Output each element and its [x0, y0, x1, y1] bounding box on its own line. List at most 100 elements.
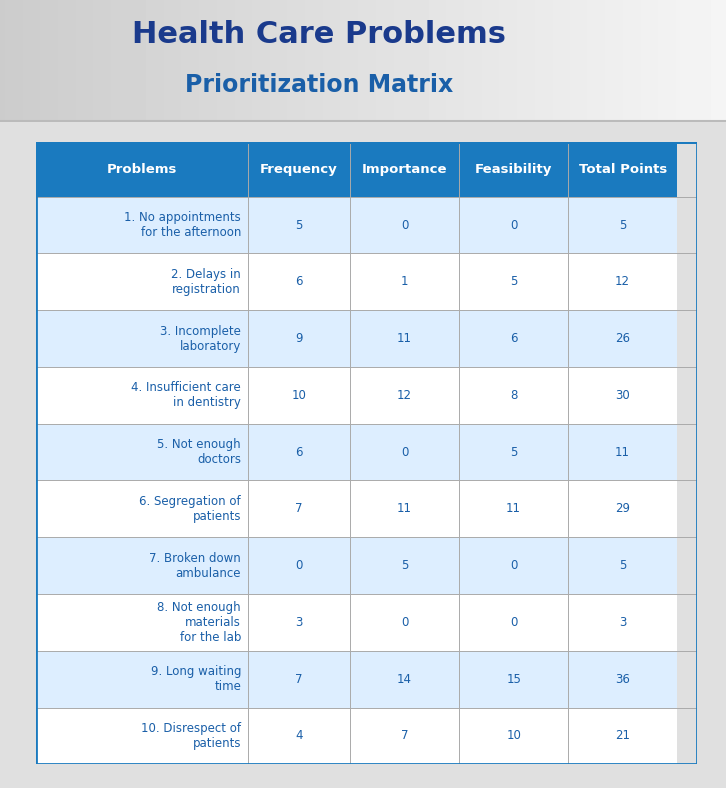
- Text: 0: 0: [510, 616, 518, 629]
- Text: 3: 3: [295, 616, 303, 629]
- FancyBboxPatch shape: [248, 310, 350, 367]
- Text: 6: 6: [295, 275, 303, 288]
- Text: 4. Insufficient care
in dentistry: 4. Insufficient care in dentistry: [131, 381, 241, 409]
- Text: 30: 30: [615, 388, 630, 402]
- Text: Health Care Problems: Health Care Problems: [132, 20, 507, 49]
- Text: 4: 4: [295, 730, 303, 742]
- FancyBboxPatch shape: [350, 367, 459, 424]
- FancyBboxPatch shape: [36, 142, 248, 197]
- Text: 2. Delays in
registration: 2. Delays in registration: [171, 268, 241, 296]
- FancyBboxPatch shape: [36, 594, 248, 651]
- Text: 21: 21: [615, 730, 630, 742]
- FancyBboxPatch shape: [568, 254, 677, 310]
- FancyBboxPatch shape: [36, 708, 248, 764]
- FancyBboxPatch shape: [36, 537, 248, 594]
- Text: 15: 15: [506, 673, 521, 686]
- Text: 11: 11: [397, 332, 412, 345]
- FancyBboxPatch shape: [568, 367, 677, 424]
- Text: 5: 5: [401, 559, 408, 572]
- FancyBboxPatch shape: [350, 651, 459, 708]
- Text: 11: 11: [397, 503, 412, 515]
- FancyBboxPatch shape: [36, 651, 248, 708]
- FancyBboxPatch shape: [459, 481, 568, 537]
- FancyBboxPatch shape: [459, 424, 568, 481]
- Text: 6. Segregation of
patients: 6. Segregation of patients: [139, 495, 241, 523]
- Text: 9. Long waiting
time: 9. Long waiting time: [150, 665, 241, 693]
- Text: 7: 7: [401, 730, 408, 742]
- FancyBboxPatch shape: [350, 197, 459, 254]
- FancyBboxPatch shape: [36, 367, 248, 424]
- FancyBboxPatch shape: [248, 197, 350, 254]
- Text: 9: 9: [295, 332, 303, 345]
- FancyBboxPatch shape: [248, 142, 350, 197]
- Text: 3. Incomplete
laboratory: 3. Incomplete laboratory: [160, 325, 241, 352]
- Text: 12: 12: [615, 275, 630, 288]
- FancyBboxPatch shape: [459, 142, 568, 197]
- FancyBboxPatch shape: [36, 481, 248, 537]
- FancyBboxPatch shape: [36, 424, 248, 481]
- FancyBboxPatch shape: [248, 424, 350, 481]
- Text: 6: 6: [295, 445, 303, 459]
- Text: Prioritization Matrix: Prioritization Matrix: [185, 73, 454, 98]
- FancyBboxPatch shape: [459, 197, 568, 254]
- FancyBboxPatch shape: [568, 481, 677, 537]
- Text: 29: 29: [615, 503, 630, 515]
- FancyBboxPatch shape: [459, 254, 568, 310]
- Text: 7. Broken down
ambulance: 7. Broken down ambulance: [150, 552, 241, 580]
- Text: 8. Not enough
materials
for the lab: 8. Not enough materials for the lab: [158, 601, 241, 644]
- FancyBboxPatch shape: [248, 537, 350, 594]
- FancyBboxPatch shape: [568, 197, 677, 254]
- Text: 10: 10: [291, 388, 306, 402]
- Text: 10. Disrespect of
patients: 10. Disrespect of patients: [141, 722, 241, 750]
- Text: 0: 0: [401, 445, 408, 459]
- Text: 1: 1: [401, 275, 408, 288]
- FancyBboxPatch shape: [459, 708, 568, 764]
- Text: 11: 11: [506, 503, 521, 515]
- FancyBboxPatch shape: [568, 424, 677, 481]
- FancyBboxPatch shape: [459, 594, 568, 651]
- Text: 5: 5: [510, 275, 518, 288]
- FancyBboxPatch shape: [248, 651, 350, 708]
- Text: 0: 0: [401, 616, 408, 629]
- FancyBboxPatch shape: [350, 537, 459, 594]
- FancyBboxPatch shape: [36, 310, 248, 367]
- Text: 1. No appointments
for the afternoon: 1. No appointments for the afternoon: [124, 211, 241, 239]
- FancyBboxPatch shape: [568, 708, 677, 764]
- Text: 14: 14: [397, 673, 412, 686]
- FancyBboxPatch shape: [459, 537, 568, 594]
- FancyBboxPatch shape: [350, 310, 459, 367]
- FancyBboxPatch shape: [568, 537, 677, 594]
- FancyBboxPatch shape: [568, 142, 677, 197]
- Text: 12: 12: [397, 388, 412, 402]
- Text: 0: 0: [295, 559, 303, 572]
- FancyBboxPatch shape: [568, 310, 677, 367]
- FancyBboxPatch shape: [248, 708, 350, 764]
- FancyBboxPatch shape: [350, 481, 459, 537]
- FancyBboxPatch shape: [248, 367, 350, 424]
- Text: 7: 7: [295, 673, 303, 686]
- Text: 10: 10: [506, 730, 521, 742]
- Text: 3: 3: [619, 616, 627, 629]
- FancyBboxPatch shape: [459, 651, 568, 708]
- FancyBboxPatch shape: [350, 594, 459, 651]
- Text: 26: 26: [615, 332, 630, 345]
- Text: 5: 5: [619, 218, 627, 232]
- Text: 7: 7: [295, 503, 303, 515]
- Text: Importance: Importance: [362, 163, 447, 176]
- FancyBboxPatch shape: [248, 481, 350, 537]
- FancyBboxPatch shape: [350, 142, 459, 197]
- FancyBboxPatch shape: [350, 708, 459, 764]
- Text: 5: 5: [619, 559, 627, 572]
- Text: Problems: Problems: [107, 163, 177, 176]
- FancyBboxPatch shape: [568, 651, 677, 708]
- Text: Feasibility: Feasibility: [475, 163, 552, 176]
- FancyBboxPatch shape: [459, 310, 568, 367]
- Text: 0: 0: [510, 218, 518, 232]
- Text: 6: 6: [510, 332, 518, 345]
- Text: 5. Not enough
doctors: 5. Not enough doctors: [158, 438, 241, 466]
- FancyBboxPatch shape: [248, 254, 350, 310]
- Text: 11: 11: [615, 445, 630, 459]
- Text: 5: 5: [510, 445, 518, 459]
- FancyBboxPatch shape: [248, 594, 350, 651]
- FancyBboxPatch shape: [36, 254, 248, 310]
